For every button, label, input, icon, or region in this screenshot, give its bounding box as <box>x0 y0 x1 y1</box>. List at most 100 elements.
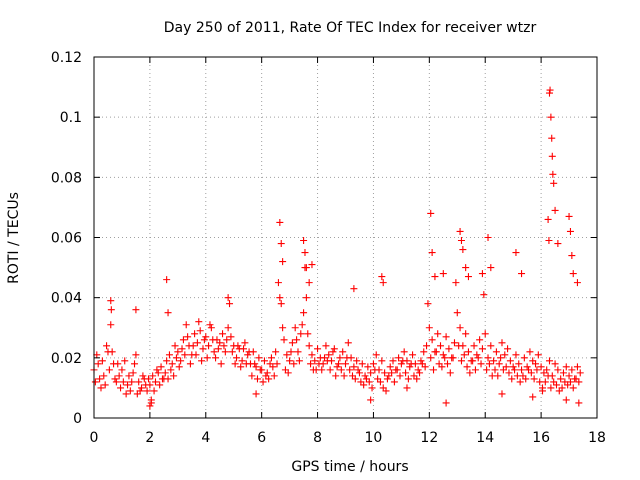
data-point <box>153 366 161 374</box>
data-point <box>544 372 552 380</box>
data-point <box>502 363 510 371</box>
data-point <box>414 366 422 374</box>
data-point <box>304 330 312 338</box>
data-point <box>195 318 203 326</box>
data-point <box>132 351 140 359</box>
data-point <box>94 360 102 368</box>
data-point <box>91 378 99 386</box>
data-point <box>484 234 492 241</box>
y-tick-label: 0.08 <box>51 170 82 186</box>
data-point <box>406 363 414 371</box>
data-point <box>434 330 442 338</box>
data-point <box>548 134 556 142</box>
data-point <box>105 366 113 374</box>
data-point <box>207 324 215 332</box>
data-point <box>295 357 303 365</box>
data-point <box>186 360 194 368</box>
data-point <box>171 342 179 350</box>
data-point <box>460 351 468 359</box>
data-point <box>97 384 105 392</box>
data-point <box>470 342 478 350</box>
data-point <box>329 348 337 356</box>
data-point <box>273 360 281 368</box>
data-point <box>119 378 127 386</box>
data-point <box>221 348 229 356</box>
data-point <box>199 345 207 353</box>
data-point <box>511 366 519 374</box>
data-point <box>547 384 555 392</box>
data-point <box>456 227 464 235</box>
data-point <box>308 351 316 359</box>
data-point <box>307 360 315 368</box>
data-point <box>558 384 566 392</box>
data-point <box>189 342 197 350</box>
data-point <box>107 306 115 314</box>
data-point <box>498 390 506 398</box>
data-point <box>495 360 503 368</box>
data-point <box>483 366 491 374</box>
data-point <box>537 363 545 371</box>
data-point <box>164 375 172 383</box>
data-point <box>481 330 489 338</box>
data-point <box>216 339 224 347</box>
data-point <box>354 366 362 374</box>
data-point <box>403 384 411 392</box>
data-point <box>336 354 344 362</box>
data-point <box>533 366 541 374</box>
data-point <box>318 366 326 374</box>
data-point <box>421 363 429 371</box>
data-point <box>562 396 570 404</box>
data-point <box>293 336 301 344</box>
data-point <box>546 86 554 94</box>
data-point <box>568 252 576 260</box>
data-point <box>484 354 492 362</box>
data-point <box>442 399 450 407</box>
data-point <box>350 363 358 371</box>
data-point <box>287 348 295 356</box>
data-point <box>314 345 322 353</box>
x-tick-label: 6 <box>257 430 266 446</box>
data-point <box>425 324 433 332</box>
data-point <box>397 360 405 368</box>
data-point <box>523 363 531 371</box>
data-point <box>376 378 384 386</box>
data-point <box>512 249 520 257</box>
data-point <box>272 348 280 356</box>
data-point <box>337 366 345 374</box>
data-point <box>382 387 390 395</box>
data-point <box>150 387 158 395</box>
data-point <box>430 366 438 374</box>
y-axis-label: ROTI / TECUs <box>6 192 22 284</box>
data-point <box>322 342 330 350</box>
data-point <box>126 387 134 395</box>
data-point <box>539 387 547 395</box>
data-point <box>459 246 467 254</box>
data-point <box>149 372 157 380</box>
data-point <box>541 378 549 386</box>
data-point <box>568 366 576 374</box>
data-point <box>518 366 526 374</box>
data-point <box>154 369 162 377</box>
data-point <box>453 309 461 317</box>
data-point <box>167 366 175 374</box>
data-point <box>226 300 234 308</box>
data-point <box>103 342 111 350</box>
data-point <box>491 366 499 374</box>
data-point <box>240 345 248 353</box>
data-point <box>244 351 252 359</box>
data-point <box>125 372 133 380</box>
data-point <box>326 366 334 374</box>
data-point <box>463 363 471 371</box>
data-point <box>416 369 424 377</box>
chart-title: Day 250 of 2011, Rate Of TEC Index for r… <box>164 20 537 36</box>
data-point <box>428 336 436 344</box>
data-point <box>506 357 514 365</box>
data-point <box>522 375 530 383</box>
data-point <box>193 339 201 347</box>
data-point <box>217 360 225 368</box>
data-point <box>518 270 526 278</box>
grid <box>94 57 597 418</box>
data-point <box>315 360 323 368</box>
data-point <box>252 363 260 371</box>
